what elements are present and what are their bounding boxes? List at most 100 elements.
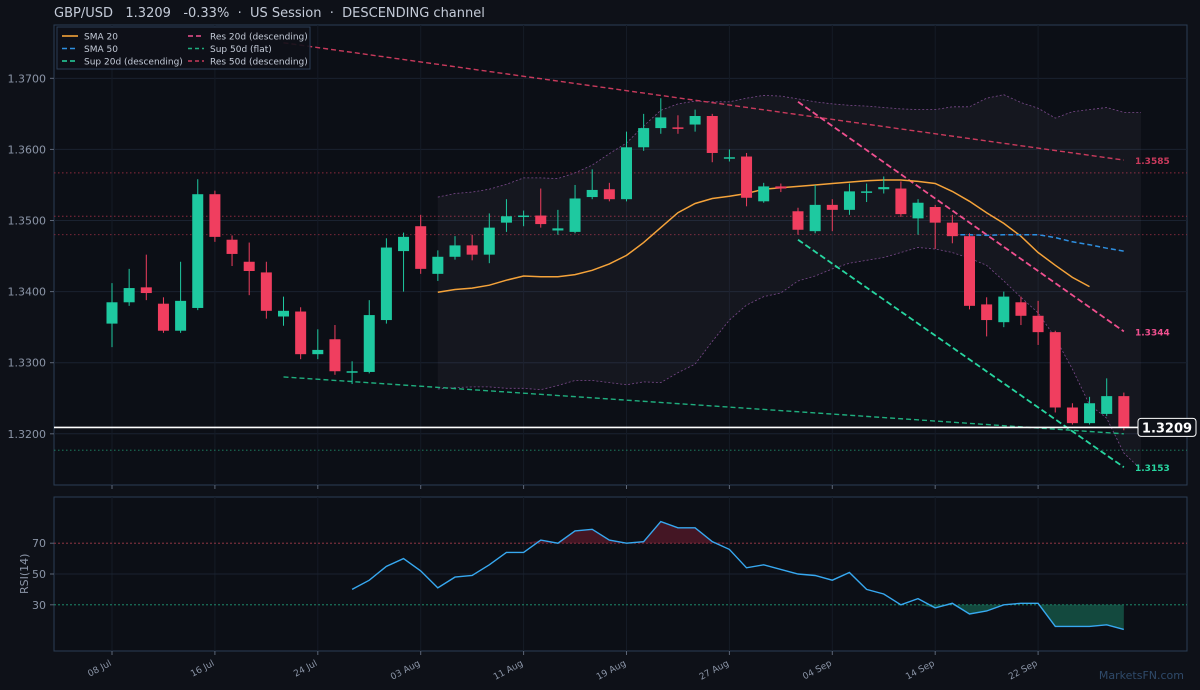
candle [981, 297, 993, 337]
candle-body [466, 245, 478, 255]
x-tick-label: 19 Aug [595, 659, 628, 683]
candle-body [741, 156, 753, 198]
candle [449, 236, 461, 260]
candle [758, 182, 770, 203]
legend-label: SMA 20 [84, 33, 118, 43]
candle-body [964, 236, 975, 306]
candle [295, 307, 307, 360]
legend-label: Sup 50d (flat) [210, 45, 272, 55]
candle-body [380, 247, 392, 321]
x-tick-label: 04 Sep [801, 659, 834, 683]
candle-body [535, 215, 547, 225]
x-tick-label: 03 Aug [389, 659, 422, 683]
candle-body [312, 349, 324, 355]
candle [432, 250, 444, 281]
candle-body [689, 116, 701, 125]
price-panel [53, 24, 1188, 486]
price-ytick-label: 1.3600 [8, 143, 47, 156]
candle [1032, 300, 1044, 345]
candle-body [912, 202, 924, 219]
candle [998, 291, 1010, 328]
rsi-ytick-label: 70 [32, 537, 46, 550]
candle-body [638, 128, 650, 148]
candle [312, 329, 324, 360]
candle-body [449, 245, 461, 257]
candle [655, 98, 667, 134]
candle [209, 190, 221, 242]
watermark: MarketsFN.com [1098, 669, 1184, 682]
candle [912, 199, 924, 235]
candle-body [895, 188, 907, 215]
candle-body [1015, 302, 1027, 316]
legend-label: Res 20d (descending) [210, 33, 308, 43]
last-price-badge [1137, 417, 1197, 437]
candle-body [260, 272, 272, 311]
candle-body [329, 339, 341, 372]
candle-body [981, 304, 993, 321]
legend-label: SMA 50 [84, 45, 118, 55]
candle [672, 115, 684, 134]
symbol: GBP/USD [54, 6, 113, 21]
candle [1101, 378, 1113, 417]
candle-body [998, 296, 1010, 323]
candle [466, 234, 478, 261]
candle [603, 182, 615, 202]
candle [483, 213, 495, 264]
candle-body [226, 239, 238, 254]
candle-body [1032, 315, 1044, 333]
sup20-level-label: 1.3153 [1135, 464, 1170, 474]
price-ytick-label: 1.3700 [8, 72, 47, 85]
candle [929, 204, 941, 249]
candle [226, 235, 238, 267]
candle [1066, 403, 1078, 425]
candle [123, 268, 135, 306]
price-ytick-label: 1.3200 [8, 428, 47, 441]
candle-body [809, 204, 821, 232]
x-tick-label: 11 Aug [492, 659, 525, 683]
candle-body [929, 207, 941, 223]
candle-body [363, 315, 375, 372]
candle [140, 254, 152, 301]
x-tick-label: 14 Sep [904, 659, 937, 683]
candle [586, 169, 598, 200]
bollinger-band-fill [437, 94, 1141, 470]
rsi-ytick-label: 50 [32, 568, 46, 581]
candle [192, 179, 204, 311]
legend-label: Res 50d (descending) [210, 58, 308, 68]
candle [157, 297, 169, 333]
sup20-trendline [797, 238, 1125, 468]
candle [706, 113, 718, 163]
candle [861, 183, 873, 203]
candle-body [415, 226, 427, 269]
candle [415, 214, 427, 274]
candle [638, 113, 650, 151]
candle [106, 283, 118, 348]
candle [329, 325, 341, 375]
x-tick-label: 22 Sep [1007, 659, 1040, 683]
candle-body [346, 371, 358, 373]
session: US Session [249, 6, 322, 21]
res20-level-label: 1.3344 [1135, 328, 1170, 338]
candle [552, 209, 564, 235]
candle-body [775, 186, 787, 189]
candle-body [861, 191, 873, 193]
candle-body [792, 211, 804, 230]
candle-body [209, 194, 221, 237]
candle-body [552, 228, 564, 231]
sup50-trendline [283, 376, 1124, 435]
candle [260, 261, 272, 319]
rsi-line [351, 520, 1124, 631]
last-price-label: 1.3209 [1142, 421, 1192, 436]
x-tick-label: 27 Aug [698, 659, 731, 683]
price-ytick-label: 1.3400 [8, 286, 47, 299]
x-tick-label: 08 Jul [86, 659, 113, 680]
candle-body [878, 187, 890, 190]
candle-body [243, 261, 255, 271]
candle [895, 181, 907, 217]
candle [1015, 296, 1027, 326]
candle-body [500, 216, 512, 223]
candle-body [586, 189, 598, 198]
legend-label: Sup 20d (descending) [84, 58, 183, 68]
candle-body [1084, 403, 1096, 424]
x-tick-label: 16 Jul [189, 659, 216, 680]
